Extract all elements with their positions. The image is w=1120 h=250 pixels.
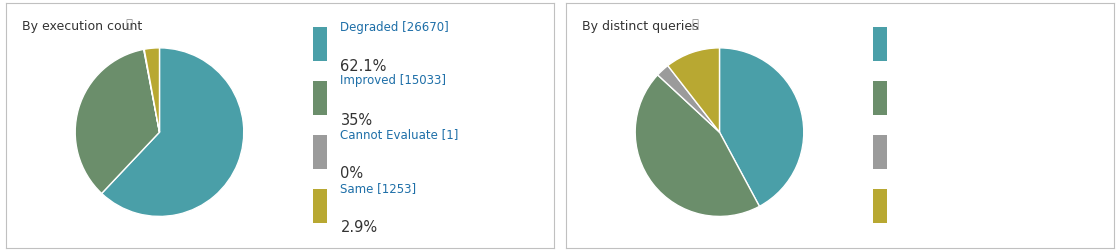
Text: ⓘ: ⓘ xyxy=(691,18,699,32)
Text: ⓘ: ⓘ xyxy=(125,18,133,32)
Wedge shape xyxy=(144,48,159,132)
Wedge shape xyxy=(143,49,159,132)
Wedge shape xyxy=(657,66,719,132)
Wedge shape xyxy=(102,48,244,216)
Wedge shape xyxy=(75,49,159,194)
Text: 2.9%: 2.9% xyxy=(340,220,377,236)
Text: 62.1%: 62.1% xyxy=(340,59,386,74)
Text: Improved [15033]: Improved [15033] xyxy=(340,74,447,88)
Text: Cannot Evaluate [1]: Cannot Evaluate [1] xyxy=(340,128,459,141)
Text: 35%: 35% xyxy=(340,112,373,128)
Wedge shape xyxy=(719,48,804,206)
Wedge shape xyxy=(668,48,719,132)
Text: By execution count: By execution count xyxy=(22,20,142,33)
Wedge shape xyxy=(635,75,759,217)
Text: By distinct queries: By distinct queries xyxy=(582,20,699,33)
Text: 0%: 0% xyxy=(340,166,364,182)
Text: Degraded [26670]: Degraded [26670] xyxy=(340,20,449,34)
Text: Same [1253]: Same [1253] xyxy=(340,182,417,195)
